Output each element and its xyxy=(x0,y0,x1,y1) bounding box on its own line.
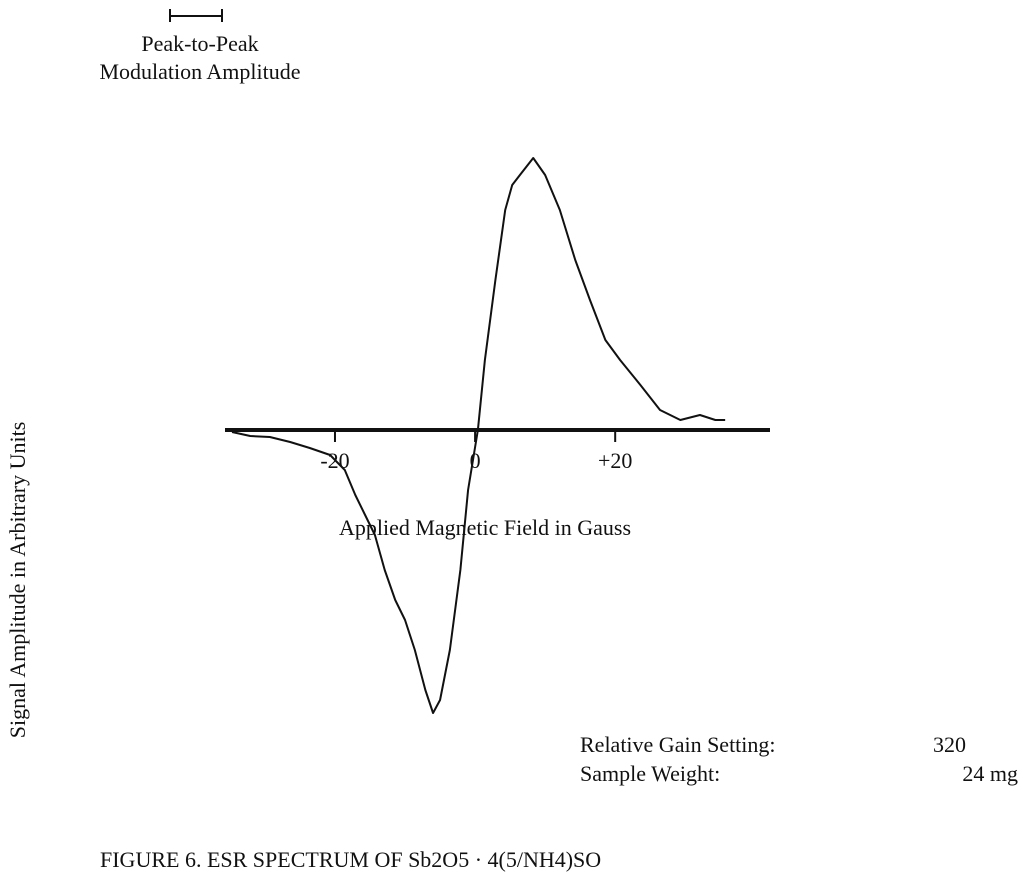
y-axis-label: Signal Amplitude in Arbitrary Units xyxy=(5,422,30,739)
annotation: Relative Gain Setting: xyxy=(580,732,776,757)
annotation: 24 mg xyxy=(962,761,1018,786)
x-axis-label: Applied Magnetic Field in Gauss xyxy=(339,515,631,540)
annotation: 320 xyxy=(933,732,966,757)
x-tick-label: 0 xyxy=(470,448,481,473)
modulation-bar xyxy=(169,9,223,22)
annotation: Peak-to-Peak xyxy=(141,31,258,56)
annotation: Sample Weight: xyxy=(580,761,720,786)
caption: FIGURE 6. ESR SPECTRUM OF Sb2O5 · 4(5/NH… xyxy=(100,847,601,872)
annotation: Modulation Amplitude xyxy=(99,59,300,84)
x-tick-label: +20 xyxy=(598,448,632,473)
spectrum-line xyxy=(231,157,726,714)
